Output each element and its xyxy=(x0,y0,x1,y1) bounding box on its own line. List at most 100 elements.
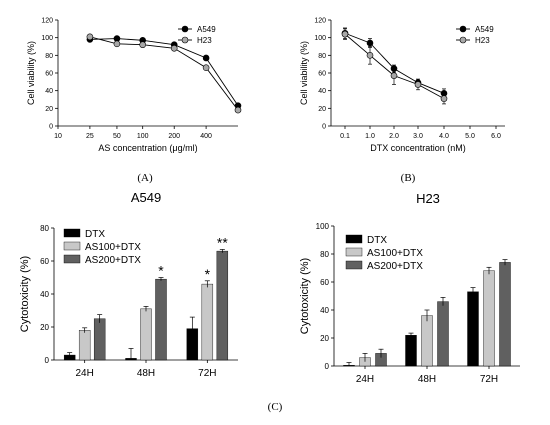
legend-marker xyxy=(459,25,467,33)
panel-label-c: (C) xyxy=(268,401,283,413)
x-tick-label: 24H xyxy=(75,368,93,379)
x-axis-title: DTX concentration (nM) xyxy=(370,143,466,153)
bar xyxy=(499,262,511,367)
data-point xyxy=(366,39,374,47)
x-tick-label: 6.0 xyxy=(491,133,501,140)
data-point xyxy=(234,106,242,114)
data-point xyxy=(86,33,94,41)
data-point xyxy=(113,40,121,48)
y-tick-label: 40 xyxy=(40,290,49,299)
bar xyxy=(155,278,167,361)
y-tick-label: 40 xyxy=(320,306,329,315)
legend-swatch xyxy=(63,254,81,264)
chart-title: A549 xyxy=(131,190,161,205)
x-tick-label: 10 xyxy=(54,133,62,140)
legend-swatch xyxy=(345,234,363,244)
y-tick-label: 60 xyxy=(320,278,329,287)
x-tick-label: 24H xyxy=(356,374,374,385)
data-point xyxy=(170,44,178,52)
y-tick-label: 20 xyxy=(318,106,326,113)
legend-swatch xyxy=(63,241,81,251)
x-axis-title: AS concentration (μg/ml) xyxy=(98,143,197,153)
series-line xyxy=(89,36,239,111)
bar xyxy=(405,335,417,367)
bar xyxy=(421,315,433,367)
bar xyxy=(201,283,214,361)
x-tick-label: 3.0 xyxy=(413,133,423,140)
y-tick-label: 20 xyxy=(40,323,49,332)
data-point xyxy=(414,81,422,88)
data-point xyxy=(440,95,448,102)
significance-marker: * xyxy=(205,266,211,282)
legend-label: DTX xyxy=(85,229,105,240)
x-tick-label: 400 xyxy=(200,133,212,140)
data-point xyxy=(202,64,210,71)
legend-marker xyxy=(181,36,189,44)
y-axis-title: Cell viability (%) xyxy=(26,41,36,105)
legend-swatch xyxy=(345,247,363,257)
y-tick-label: 80 xyxy=(318,53,326,60)
chart-panel-b: 0 20 40 60 80 100 120 0.1 1.0 2.0 3.0 4.0 5.0 6.0 DTX … xyxy=(299,18,505,153)
y-axis-title: Cell viability (%) xyxy=(299,41,309,105)
x-tick-label: 0.1 xyxy=(340,133,350,140)
y-tick-label: 80 xyxy=(320,250,329,259)
x-tick-label: 100 xyxy=(137,133,149,140)
data-point xyxy=(139,41,146,49)
legend-marker xyxy=(181,25,189,33)
x-tick-label: 72H xyxy=(198,368,216,379)
y-tick-label: 0 xyxy=(325,362,330,371)
x-tick-label: 200 xyxy=(168,133,180,140)
panel-label-a: (A) xyxy=(137,172,153,184)
y-tick-label: 0 xyxy=(322,124,326,131)
x-tick-label: 4.0 xyxy=(439,133,449,140)
chart-panel-c-a549: A549 0 20 40 60 80 Cytotoxicity (%) 24H 48H 72H DT… xyxy=(19,190,238,379)
chart-panel-c-h23: H23 0 20 40 60 80 100 Cytotoxicity (%) 24H 48H 72H… xyxy=(299,191,520,385)
y-tick-label: 40 xyxy=(45,88,53,95)
legend-label: AS200+DTX xyxy=(367,261,423,272)
y-tick-label: 100 xyxy=(314,35,326,42)
x-tick-label: 2.0 xyxy=(389,133,399,140)
data-point xyxy=(390,72,398,79)
bar xyxy=(437,301,449,367)
significance-marker: * xyxy=(158,263,164,279)
series-line xyxy=(89,38,239,106)
legend-label: DTX xyxy=(367,235,387,246)
y-tick-label: 120 xyxy=(41,18,53,25)
legend-label: H23 xyxy=(197,36,212,45)
bar xyxy=(140,308,152,361)
bar xyxy=(467,291,479,367)
data-point xyxy=(341,30,349,38)
x-tick-label: 5.0 xyxy=(465,133,475,140)
y-tick-label: 40 xyxy=(318,88,326,95)
y-tick-label: 100 xyxy=(41,35,53,42)
x-tick-label: 72H xyxy=(480,374,498,385)
legend-swatch xyxy=(345,260,363,270)
legend-marker xyxy=(459,36,467,44)
y-tick-label: 120 xyxy=(314,18,326,25)
y-tick-label: 60 xyxy=(318,71,326,78)
legend-label: AS200+DTX xyxy=(85,255,141,266)
data-point xyxy=(366,52,374,59)
y-tick-label: 100 xyxy=(316,222,330,231)
y-axis-title: Cytotoxicity (%) xyxy=(19,256,31,332)
legend-label: H23 xyxy=(475,36,490,45)
legend-label: AS100+DTX xyxy=(367,248,423,259)
bar xyxy=(216,250,229,361)
x-tick-label: 48H xyxy=(137,368,155,379)
chart-title: H23 xyxy=(416,191,440,206)
data-point xyxy=(202,54,210,62)
bar xyxy=(78,330,91,361)
y-axis-title: Cytotoxicity (%) xyxy=(299,258,311,334)
legend-label: AS100+DTX xyxy=(85,242,141,253)
y-tick-label: 20 xyxy=(320,334,329,343)
legend-label: A549 xyxy=(475,25,494,34)
y-tick-label: 80 xyxy=(40,224,49,233)
x-tick-label: 50 xyxy=(113,133,121,140)
x-tick-label: 1.0 xyxy=(365,133,375,140)
y-tick-label: 20 xyxy=(45,106,53,113)
legend-swatch xyxy=(63,228,81,238)
y-tick-label: 60 xyxy=(45,71,53,78)
significance-marker: ** xyxy=(217,234,228,250)
